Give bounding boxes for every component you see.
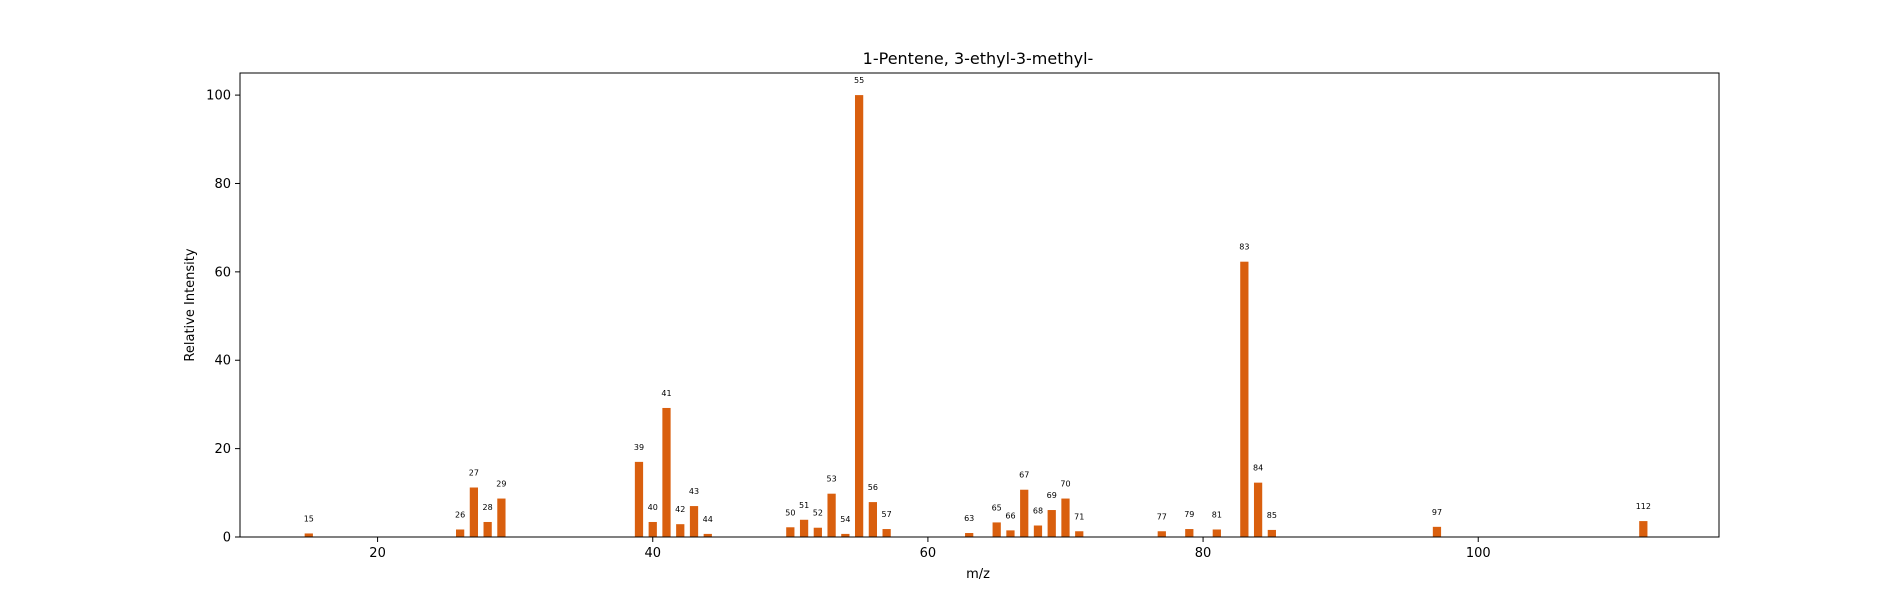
peak-label-65: 65 [992,503,1002,512]
bar-mz-65 [992,522,1001,537]
peak-label-53: 53 [827,475,837,484]
bar-mz-52 [813,527,822,537]
bar-mz-43 [689,506,699,537]
peak-label-77: 77 [1157,512,1167,521]
peak-label-54: 54 [840,515,850,524]
x-axis: 20 40 60 80 100 [369,537,1491,561]
y-axis: 0 20 40 60 80 100 [206,89,240,546]
bar-mz-15 [304,533,313,537]
bar-mz-112 [1639,521,1648,537]
bar-mz-54 [841,533,850,537]
x-axis-label: m/z [966,567,990,582]
peak-label-29: 29 [496,480,506,489]
x-tick-label-60: 60 [920,546,937,561]
peak-label-79: 79 [1184,510,1194,519]
bar-mz-26 [456,529,465,537]
peak-label-84: 84 [1253,464,1263,473]
x-tick-label-80: 80 [1195,546,1212,561]
peak-label-41: 41 [661,389,671,398]
bar-mz-51 [799,519,809,537]
bar-mz-57 [882,529,891,537]
peak-label-63: 63 [964,514,974,523]
peak-label-68: 68 [1033,507,1043,516]
peak-label-83: 83 [1239,243,1249,252]
bar-mz-44 [703,533,712,537]
peak-label-57: 57 [882,510,892,519]
peak-label-55: 55 [854,76,864,85]
x-tick-label-40: 40 [644,546,661,561]
bar-mz-41 [662,407,671,537]
bar-mz-40 [648,521,657,537]
bar-mz-27 [469,487,479,537]
y-tick-label-60: 60 [214,265,231,280]
bar-mz-84 [1253,482,1263,537]
peak-label-50: 50 [785,508,795,517]
y-axis-label: Relative Intensity [183,248,198,361]
peak-label-85: 85 [1267,511,1277,520]
peak-label-42: 42 [675,505,685,514]
bar-mz-29 [497,498,506,537]
peak-label-27: 27 [469,469,479,478]
y-tick-label-0: 0 [223,531,231,546]
peak-label-97: 97 [1432,508,1442,517]
bar-mz-39 [634,461,644,537]
peak-label-70: 70 [1060,480,1070,489]
peak-label-52: 52 [813,509,823,518]
peak-labels-layer: 15 26 27 28 29 39 40 41 42 43 44 50 51 52 53 54 55 56 57 63… [304,76,1651,524]
y-tick-label-100: 100 [206,89,231,104]
bar-mz-67 [1020,489,1029,537]
peak-label-51: 51 [799,501,809,510]
bar-mz-56 [868,502,877,537]
bar-mz-69 [1047,510,1056,537]
peak-label-56: 56 [868,483,878,492]
peak-label-112: 112 [1636,502,1651,511]
peak-label-71: 71 [1074,512,1084,521]
bar-mz-79 [1185,529,1194,537]
peak-label-15: 15 [304,514,314,523]
y-tick-label-40: 40 [214,354,231,369]
bar-mz-97 [1432,526,1442,537]
peak-label-67: 67 [1019,471,1029,480]
peak-label-40: 40 [648,503,658,512]
bar-mz-50 [786,527,795,537]
peak-label-44: 44 [703,515,713,524]
bar-mz-28 [483,521,492,537]
bars-layer [304,95,1648,537]
x-tick-label-100: 100 [1466,546,1491,561]
peak-label-26: 26 [455,510,465,519]
plot-frame [239,72,1720,538]
peak-label-66: 66 [1005,511,1015,520]
bar-mz-83 [1240,261,1249,537]
y-tick-label-80: 80 [214,177,231,192]
bar-mz-63 [965,533,974,537]
bar-mz-85 [1267,529,1276,537]
bar-mz-70 [1061,498,1070,537]
y-tick-label-20: 20 [214,442,231,457]
peak-label-39: 39 [634,443,644,452]
x-tick-label-20: 20 [369,546,386,561]
peak-label-28: 28 [483,503,493,512]
peak-label-43: 43 [689,487,699,496]
bar-mz-68 [1033,525,1043,537]
bar-mz-71 [1075,531,1084,537]
bar-mz-55 [854,95,864,537]
peak-label-81: 81 [1212,510,1222,519]
peak-label-69: 69 [1047,491,1057,500]
bar-mz-53 [827,493,836,537]
bar-mz-81 [1212,529,1221,537]
bar-mz-77 [1157,531,1166,537]
bar-mz-42 [676,524,685,537]
chart-title: 1-Pentene, 3-ethyl-3-methyl- [863,49,1094,68]
bar-mz-66 [1006,530,1015,537]
